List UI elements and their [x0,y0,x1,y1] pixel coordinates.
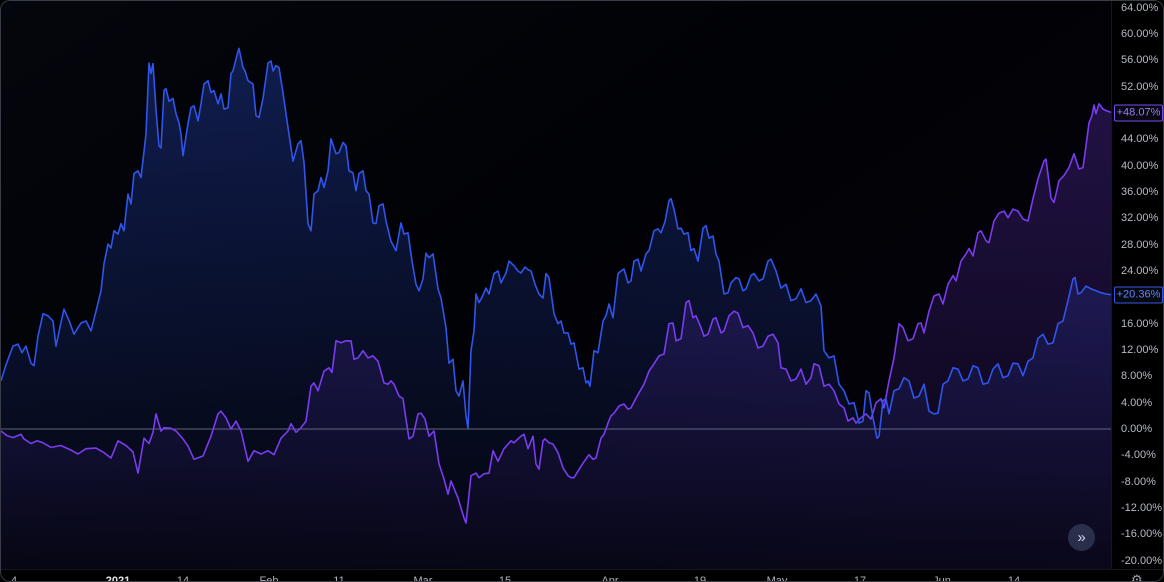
time-axis-label: Mar [413,575,433,582]
price-badge-blue: +20.36% [1114,286,1163,304]
time-axis-label: 15 [498,575,512,582]
time-axis[interactable]: 4 2021 14 Feb 11 Mar 15 Apr 19 May 17 Jun 14 [1,569,1111,582]
chart-canvas[interactable]: » [1,1,1111,569]
price-axis-label: -16.00% [1121,528,1162,541]
price-axis-label: 8.00% [1121,370,1153,383]
time-axis-label-year: 2021 [105,575,131,582]
price-axis-label: 16.00% [1121,317,1159,330]
price-axis-label: 4.00% [1121,396,1153,409]
time-axis-label: Feb [259,575,279,582]
price-axis[interactable]: 64.00% 60.00% 56.00% 52.00% 44.00% 40.00% 36.0… [1111,1,1163,569]
price-axis-label: 28.00% [1121,238,1159,251]
price-axis-label: 60.00% [1121,28,1159,40]
series-line-purple [1,103,1111,524]
series-area-purple [1,103,1111,569]
price-axis-label: 64.00% [1121,1,1159,14]
price-axis-label: 32.00% [1121,212,1159,225]
price-axis-label: -20.00% [1121,554,1162,567]
time-axis-label: May [766,575,788,582]
series-line-blue [1,47,1111,439]
price-axis-label: 52.00% [1121,80,1159,93]
price-axis-label: 40.00% [1121,159,1159,172]
chart-plot-area[interactable] [1,1,1111,569]
price-axis-label: -8.00% [1121,475,1156,488]
price-axis-label: -12.00% [1121,501,1162,514]
price-badge-purple: +48.07% [1114,104,1163,122]
price-axis-label: 56.00% [1121,54,1159,67]
time-axis-label: 19 [693,575,707,582]
time-axis-label: 4 [10,575,18,582]
price-axis-label: -4.00% [1121,449,1156,462]
time-axis-label: Jun [933,575,951,582]
axis-settings-gear-icon[interactable]: ⚙ [1131,572,1143,582]
price-axis-label: 0.00% [1121,423,1153,435]
time-axis-label: 14 [176,575,190,582]
time-axis-label: Apr [601,575,619,582]
scroll-to-latest-button[interactable]: » [1068,524,1095,551]
axis-corner: ⚙ [1111,569,1163,582]
price-axis-label: 36.00% [1121,186,1159,198]
time-axis-label: 11 [333,575,345,582]
price-axis-label: 44.00% [1121,133,1159,146]
time-axis-label: 17 [853,575,867,582]
price-axis-label: 12.00% [1121,344,1159,356]
time-axis-label: 14 [1007,575,1021,582]
price-axis-label: 24.00% [1121,265,1159,277]
